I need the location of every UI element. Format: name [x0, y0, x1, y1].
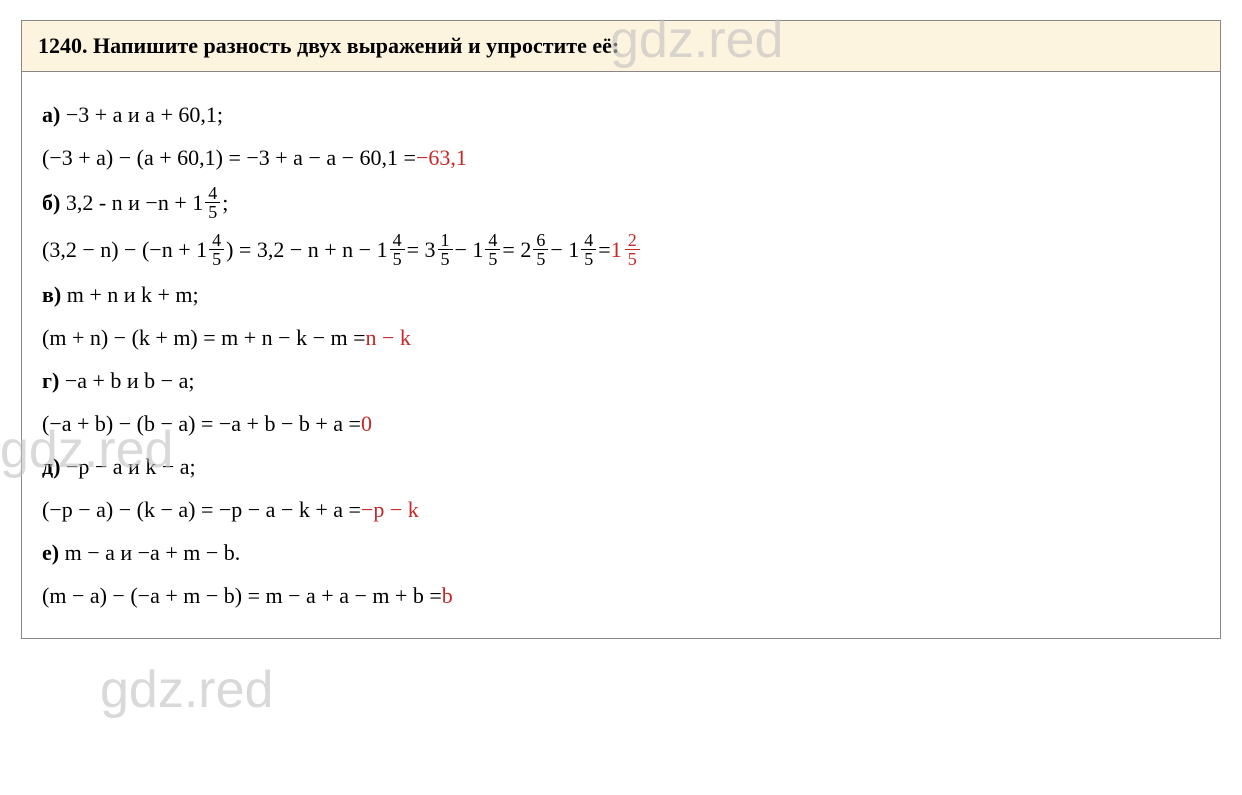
- item-expression: −3 + а и а + 60,1;: [66, 98, 223, 131]
- item-b-solution: (3,2 − n) − (−n + 1 45 ) = 3,2 − n + n −…: [42, 231, 1200, 268]
- solution-text: = 2: [502, 233, 531, 266]
- item-expression: −p − a и k − a;: [66, 450, 196, 483]
- answer-text: b: [442, 579, 453, 612]
- solution-text: = 3: [407, 233, 436, 266]
- solution-text: (m − a) − (−a + m − b) = m − a + a − m +…: [42, 579, 442, 612]
- problem-container: 1240. Напишите разность двух выражений и…: [21, 20, 1221, 639]
- item-b-given: б) 3,2 - n и −n + 1 4 5 ;: [42, 184, 1200, 221]
- suffix: ;: [222, 186, 228, 219]
- solution-text: (3,2 − n) − (−n + 1: [42, 233, 207, 266]
- fraction: 45: [390, 231, 405, 268]
- answer-text: −p − k: [361, 493, 419, 526]
- item-expression: m + n и k + m;: [67, 278, 199, 311]
- item-expression: 3,2 - n и −n + 1: [66, 186, 203, 219]
- fraction: 45: [581, 231, 596, 268]
- item-label: б): [42, 186, 60, 219]
- item-g-solution: (−a + b) − (b − a) = −a + b − b + a = 0: [42, 407, 1200, 440]
- item-d-solution: (−p − a) − (k − a) = −p − a − k + a = −p…: [42, 493, 1200, 526]
- solution-text: (−3 + a) − (а + 60,1) = −3 + а − а − 60,…: [42, 141, 416, 174]
- item-label: а): [42, 98, 60, 131]
- problem-content: а) −3 + а и а + 60,1; (−3 + a) − (а + 60…: [22, 72, 1220, 638]
- item-label: е): [42, 536, 59, 569]
- item-a-given: а) −3 + а и а + 60,1;: [42, 98, 1200, 131]
- item-v-given: в) m + n и k + m;: [42, 278, 1200, 311]
- item-v-solution: (m + n) − (k + m) = m + n − k − m = n − …: [42, 321, 1200, 354]
- solution-text: ) = 3,2 − n + n − 1: [226, 233, 387, 266]
- item-expression: m − a и −a + m − b.: [65, 536, 241, 569]
- solution-text: − 1: [550, 233, 579, 266]
- fraction: 45: [485, 231, 500, 268]
- item-label: г): [42, 364, 59, 397]
- solution-text: (−a + b) − (b − a) = −a + b − b + a =: [42, 407, 361, 440]
- problem-title: Напишите разность двух выражений и упрос…: [93, 33, 619, 58]
- item-a-solution: (−3 + a) − (а + 60,1) = −3 + а − а − 60,…: [42, 141, 1200, 174]
- item-g-given: г) −a + b и b − a;: [42, 364, 1200, 397]
- item-d-given: д) −p − a и k − a;: [42, 450, 1200, 483]
- fraction: 4 5: [205, 184, 220, 221]
- answer-text: 0: [361, 407, 372, 440]
- item-label: д): [42, 450, 60, 483]
- solution-text: (−p − a) − (k − a) = −p − a − k + a =: [42, 493, 361, 526]
- item-expression: −a + b и b − a;: [65, 364, 195, 397]
- problem-number: 1240.: [38, 33, 88, 58]
- item-label: в): [42, 278, 61, 311]
- fraction: 65: [533, 231, 548, 268]
- watermark: gdz.red: [100, 660, 273, 720]
- answer-text: n − k: [366, 321, 411, 354]
- solution-text: =: [598, 233, 610, 266]
- fraction: 45: [209, 231, 224, 268]
- item-e-given: е) m − a и −a + m − b.: [42, 536, 1200, 569]
- solution-text: − 1: [455, 233, 484, 266]
- item-e-solution: (m − a) − (−a + m − b) = m − a + a − m +…: [42, 579, 1200, 612]
- answer-text: −63,1: [416, 141, 467, 174]
- solution-text: (m + n) − (k + m) = m + n − k − m =: [42, 321, 366, 354]
- answer-text: 1 25: [611, 231, 642, 268]
- fraction: 15: [438, 231, 453, 268]
- problem-header: 1240. Напишите разность двух выражений и…: [22, 21, 1220, 72]
